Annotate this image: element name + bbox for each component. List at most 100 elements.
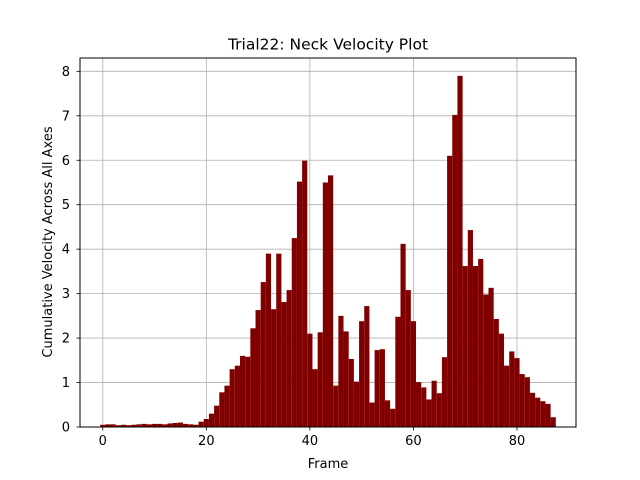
bar: [328, 175, 334, 427]
x-tick-label: 60: [405, 434, 422, 449]
bar: [441, 357, 448, 427]
bar: [359, 321, 365, 427]
bar: [467, 230, 473, 427]
y-tick-label: 7: [62, 109, 70, 124]
bar: [493, 318, 499, 427]
bar: [483, 294, 489, 427]
bar: [105, 424, 111, 427]
bar: [545, 403, 551, 427]
bar: [203, 418, 209, 427]
bar: [348, 358, 354, 427]
bar: [529, 392, 536, 427]
bar: [193, 424, 199, 427]
bar: [421, 387, 427, 427]
x-axis-label: Frame: [308, 457, 349, 472]
bar: [136, 424, 142, 427]
bar: [183, 423, 189, 427]
y-tick-label: 8: [62, 65, 70, 80]
bar: [157, 423, 163, 427]
bar: [255, 310, 261, 427]
bar: [291, 238, 297, 427]
bar: [384, 400, 391, 427]
y-tick-label: 0: [62, 421, 70, 436]
chart-title: Trial22: Neck Velocity Plot: [227, 36, 428, 54]
bar: [333, 385, 339, 427]
bar: [296, 181, 303, 427]
bar: [416, 382, 422, 427]
plot-frame: [79, 57, 577, 428]
bar: [379, 349, 385, 427]
bar: [343, 331, 349, 427]
bar: [188, 424, 194, 427]
bar: [374, 350, 380, 427]
bar: [100, 424, 106, 427]
bar: [219, 392, 225, 427]
bar: [260, 282, 266, 427]
bar: [131, 424, 137, 427]
y-tick-label: 5: [62, 198, 70, 213]
bar: [472, 266, 479, 427]
bar: [447, 155, 453, 427]
y-tick-label: 1: [62, 376, 70, 391]
bar: [426, 399, 432, 427]
x-tick-label: 80: [509, 434, 526, 449]
bar: [338, 315, 344, 427]
bar: [514, 358, 520, 427]
bar: [498, 333, 505, 427]
bar: [478, 258, 484, 427]
y-axis-ticks: 0 1 2 3 4 5 6 7 8: [62, 65, 80, 436]
bar: [167, 423, 173, 427]
bar: [234, 365, 240, 427]
bar: [208, 413, 215, 427]
bar: [224, 385, 230, 427]
bar: [436, 393, 442, 427]
bar: [151, 423, 158, 427]
x-axis-ticks: 0 20 40 60 80: [99, 427, 526, 449]
bar: [312, 369, 318, 427]
bar: [146, 424, 152, 427]
bar: [281, 302, 287, 427]
bar: [364, 306, 370, 427]
bar: [271, 309, 277, 427]
x-tick-label: 40: [302, 434, 319, 449]
bar: [509, 351, 515, 427]
bar: [245, 356, 251, 427]
y-axis-label: Cumulative Velocity Across All Axes: [41, 126, 56, 357]
bar: [322, 182, 328, 427]
bar: [369, 402, 375, 427]
y-tick-label: 6: [62, 154, 70, 169]
bar: [276, 253, 282, 427]
bar: [452, 114, 458, 428]
bar: [535, 397, 541, 427]
bar: [353, 381, 360, 427]
x-tick-label: 20: [198, 434, 215, 449]
bar: [431, 380, 437, 427]
bar: [141, 423, 147, 427]
bar: [115, 425, 121, 427]
bar: [540, 401, 546, 427]
bar: [488, 287, 494, 427]
bar: [410, 321, 417, 427]
bar: [172, 422, 178, 427]
bar: [317, 332, 323, 427]
bar: [550, 417, 556, 427]
bar: [524, 377, 530, 427]
bar: [519, 374, 525, 427]
bar: [405, 290, 411, 427]
bar: [390, 408, 396, 427]
bar: [162, 424, 168, 427]
y-tick-label: 4: [62, 243, 70, 258]
bar: [177, 422, 184, 427]
bar: [198, 421, 204, 427]
bar: [126, 425, 132, 427]
y-tick-label: 3: [62, 287, 70, 302]
bar: [286, 290, 292, 427]
bar: [400, 243, 406, 427]
bar: [462, 266, 468, 427]
bar: [265, 253, 272, 427]
bar: [307, 333, 313, 427]
bars: [100, 75, 556, 428]
bar: [239, 355, 246, 427]
bar: [250, 328, 256, 427]
